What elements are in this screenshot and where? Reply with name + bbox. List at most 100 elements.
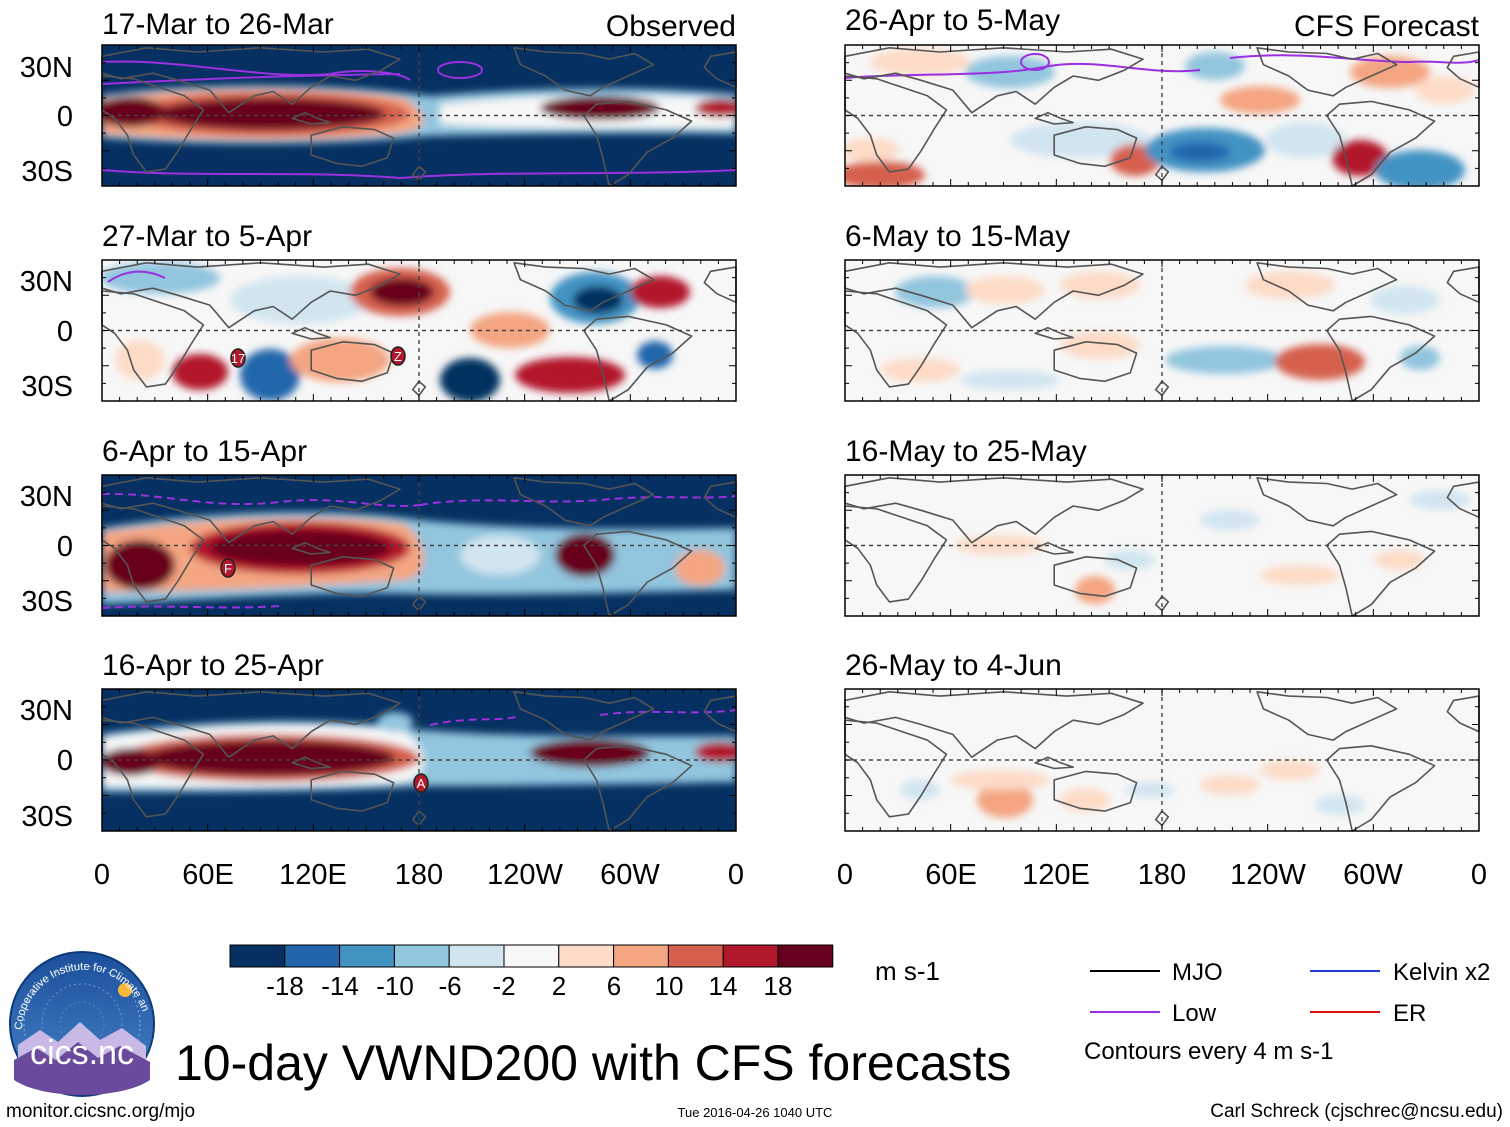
map-overlays [101,44,1480,832]
panel-overlay [844,474,1480,617]
coastline [844,719,948,818]
coastline [844,46,1144,114]
footer-author: Carl Schreck (cjschrec@ncsu.edu) [1210,1101,1503,1122]
coastline [101,261,401,329]
lat-label-eq: 0 [57,745,73,777]
coastline [513,261,655,312]
colorbar-swatch [229,944,286,968]
lat-label-30n: 30N [20,695,73,727]
colorbar-swatch [613,944,669,968]
coastline [1326,315,1436,402]
svg-text:F: F [224,561,232,576]
colorbar-swatch [339,944,395,968]
lon-label: 120W [487,859,563,891]
lat-label-30s: 30S [21,801,73,833]
legend: MJO Kelvin x2 Low ER Contours every 4 m … [1084,959,1490,1065]
forecast-panel-1-period: 26-Apr to 5-May [845,4,1060,37]
coastline [310,555,395,598]
colorbar-tick-label: -14 [321,971,359,1001]
lat-label-30s: 30S [21,156,73,188]
lat-label-eq: 0 [57,531,73,563]
coastline [101,46,401,114]
forecast-panel-4-period: 26-May to 4-Jun [845,649,1062,682]
coastline [1154,595,1170,612]
coastline [513,476,655,527]
observed-panel-4-period: 16-Apr to 25-Apr [102,649,324,682]
coastline [1446,695,1480,733]
storm-marker-A: A [413,773,429,793]
coastline [1053,555,1138,598]
colorbar-tick-label: -2 [492,971,515,1001]
lon-label: 60W [600,859,660,891]
storm-marker-17: 17 [230,348,246,368]
lon-label: 120E [1022,859,1090,891]
lat-label-30n: 30N [20,266,73,298]
lon-label: 180 [1138,859,1186,891]
coastline [411,165,427,182]
coastline [1256,46,1398,97]
observed-panel-2-period: 27-Mar to 5-Apr [102,220,312,253]
longitude-labels-forecast: 0 60E 120E 180 120W 60W 0 [837,859,1487,891]
coastline [582,100,693,187]
observed-label: Observed [606,10,736,43]
colorbar-tick-label: 14 [709,971,738,1001]
svg-text:Z: Z [394,349,402,364]
observed-panel-1: 17-Mar to 26-Mar Observed [102,8,736,186]
coastline [1326,530,1436,617]
coastline [703,266,737,304]
coastline [844,690,1144,759]
storm-marker-F: F [220,558,236,578]
coastline [101,75,205,173]
coastline [1446,481,1480,519]
lon-label: 0 [837,859,853,891]
colorbar-units: m s-1 [875,956,940,986]
coastline [703,481,737,519]
coastline [1256,261,1398,312]
colorbar-swatch [448,944,505,968]
coastline [513,690,655,741]
coastline [101,505,205,603]
coastline [703,695,737,733]
colorbar-tick-label: 18 [764,971,793,1001]
forecast-label: CFS Forecast [1294,10,1480,43]
coastline [1053,126,1138,168]
lat-label-eq: 0 [57,316,73,348]
lat-label-30n: 30N [20,481,73,513]
panel-overlay [844,688,1480,832]
coastline [844,290,948,388]
colorbar-tick-label: 10 [655,971,684,1001]
coastline [411,380,427,397]
lon-label: 180 [395,859,443,891]
coastline [1034,541,1074,555]
panel-overlay [101,259,737,402]
lat-label-eq: 0 [57,101,73,133]
lon-label: 60W [1343,859,1403,891]
coastline [291,756,332,770]
coastline [310,340,395,383]
coastline [291,541,332,555]
coastline [101,476,401,544]
forecast-panel-3-period: 16-May to 25-May [845,435,1087,468]
observed-panel-1-period: 17-Mar to 26-Mar [102,8,334,41]
coastline [411,810,427,827]
longitude-labels-observed: 0 60E 120E 180 120W 60W 0 [94,859,744,891]
coastline [1326,100,1436,187]
coastline [101,290,205,388]
lon-label: 60E [925,859,977,891]
svg-text:A: A [417,776,426,791]
main-title: 10-day VWND200 with CFS forecasts [175,1035,1011,1091]
footer-timestamp: Tue 2016-04-26 1040 UTC [678,1105,833,1120]
logo-text: cics.nc [30,1034,134,1072]
legend-label-er: ER [1393,1000,1426,1027]
colorbar-swatch [558,944,615,968]
coastline [1256,476,1398,527]
colorbar-swatches [229,944,834,968]
footer-url: monitor.cicsnc.org/mjo [6,1101,195,1122]
legend-label-kelvin: Kelvin x2 [1393,959,1490,986]
forecast-panel-2-period: 6-May to 15-May [845,220,1070,253]
lat-label-30n: 30N [20,52,73,84]
colorbar-tick-label: 2 [552,971,566,1001]
panel-overlay [844,259,1480,402]
coastline [1053,770,1138,812]
colorbar-swatch [503,944,560,968]
